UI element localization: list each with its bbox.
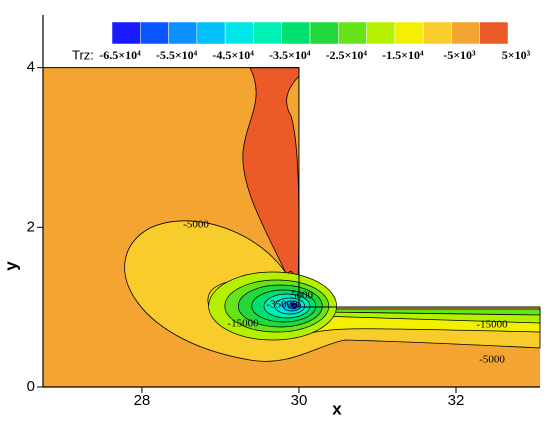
colorbar-swatch	[451, 21, 480, 45]
colorbar-swatch	[196, 21, 226, 45]
colorbar-swatch	[422, 21, 452, 45]
colorbar-swatch	[111, 21, 141, 45]
x-tick-label: 28	[134, 392, 151, 409]
contour-label: -15000	[227, 318, 259, 330]
colorbar-tick-label: -2.5×10⁴	[326, 48, 368, 62]
colorbar-swatch	[224, 21, 254, 45]
contour-label: 5000	[291, 290, 314, 302]
colorbar-tick-label: -4.5×10⁴	[212, 48, 254, 62]
x-tick-label: 32	[448, 392, 465, 409]
colorbar-tick-label: -5×10³	[443, 48, 476, 62]
contour-band	[291, 303, 297, 309]
plot-area	[43, 67, 541, 388]
colorbar-tick-label: -6.5×10⁴	[99, 48, 141, 62]
colorbar-swatch	[338, 21, 367, 45]
colorbar-swatch	[253, 21, 282, 45]
colorbar-swatch	[394, 21, 424, 45]
x-axis-label: x	[332, 399, 342, 418]
colorbar-swatch	[140, 21, 169, 45]
y-tick-label: 4	[27, 59, 35, 76]
colorbar-swatch	[168, 21, 198, 45]
colorbar-swatch	[309, 21, 339, 45]
contour-label: -15000	[476, 319, 508, 331]
contour-band	[124, 220, 541, 362]
contour-label: -5000	[183, 219, 209, 231]
colorbar-swatch	[479, 21, 509, 45]
colorbar-tick-label: -1.5×10⁴	[382, 48, 424, 62]
colorbar-swatch	[366, 21, 396, 45]
colorbar-label: Trz:	[72, 47, 94, 62]
contour-label: -35000	[266, 299, 298, 311]
colorbar-swatch	[281, 21, 311, 45]
colorbar-tick-label: -3.5×10⁴	[269, 48, 311, 62]
y-axis-label: y	[1, 261, 20, 271]
contour-label: -5000	[479, 354, 505, 366]
y-tick-label: 2	[27, 218, 35, 235]
colorbar-tick-label: 5×10³	[502, 48, 531, 62]
colorbar-tick-label: -5.5×10⁴	[156, 48, 198, 62]
y-tick-label: 0	[27, 378, 35, 395]
x-tick-label: 30	[291, 392, 308, 409]
